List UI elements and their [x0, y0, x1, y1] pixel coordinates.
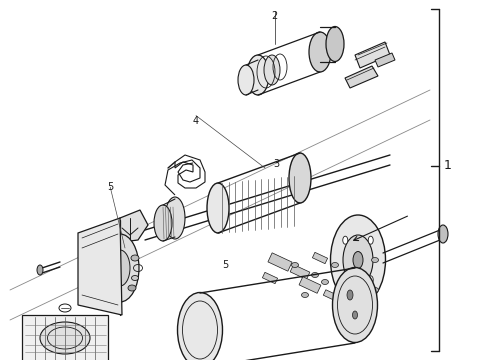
Bar: [262, 272, 278, 284]
Text: 5: 5: [107, 182, 113, 192]
Bar: [331, 261, 349, 275]
Ellipse shape: [292, 262, 298, 267]
Text: 3: 3: [274, 159, 280, 169]
Ellipse shape: [347, 290, 353, 300]
Polygon shape: [112, 210, 148, 242]
Bar: [268, 253, 292, 271]
Ellipse shape: [264, 55, 280, 85]
Ellipse shape: [80, 235, 120, 305]
Text: 4: 4: [193, 116, 199, 126]
Ellipse shape: [309, 32, 331, 72]
Bar: [313, 252, 328, 264]
Ellipse shape: [128, 285, 136, 291]
Ellipse shape: [343, 235, 373, 285]
Ellipse shape: [330, 215, 386, 305]
Ellipse shape: [343, 236, 348, 244]
Ellipse shape: [154, 205, 172, 241]
Ellipse shape: [165, 197, 185, 239]
Bar: [299, 277, 321, 293]
Ellipse shape: [40, 322, 90, 354]
Text: 2: 2: [271, 11, 277, 21]
Ellipse shape: [37, 265, 43, 275]
Ellipse shape: [131, 255, 139, 261]
Ellipse shape: [368, 276, 373, 284]
Ellipse shape: [342, 288, 348, 292]
Polygon shape: [345, 66, 378, 88]
Ellipse shape: [371, 288, 378, 292]
Ellipse shape: [333, 267, 377, 342]
Ellipse shape: [438, 225, 448, 243]
Ellipse shape: [351, 270, 359, 275]
Bar: [323, 290, 337, 300]
Ellipse shape: [207, 183, 229, 233]
Ellipse shape: [289, 153, 311, 203]
Ellipse shape: [101, 234, 139, 302]
Polygon shape: [78, 218, 122, 315]
Ellipse shape: [343, 276, 348, 284]
Ellipse shape: [326, 27, 344, 62]
Ellipse shape: [238, 65, 254, 95]
Polygon shape: [375, 53, 395, 67]
Text: 5: 5: [222, 260, 228, 270]
Ellipse shape: [110, 250, 130, 286]
Bar: [344, 276, 356, 284]
Polygon shape: [355, 42, 390, 68]
Ellipse shape: [352, 311, 358, 319]
Ellipse shape: [362, 278, 368, 283]
Ellipse shape: [84, 242, 116, 298]
Ellipse shape: [131, 275, 139, 280]
Ellipse shape: [371, 257, 378, 262]
Ellipse shape: [368, 236, 373, 244]
Ellipse shape: [357, 292, 364, 297]
Ellipse shape: [247, 55, 269, 95]
Ellipse shape: [177, 292, 222, 360]
Text: 1: 1: [443, 159, 451, 172]
Ellipse shape: [353, 252, 363, 269]
Ellipse shape: [312, 273, 318, 278]
Ellipse shape: [321, 279, 328, 284]
Ellipse shape: [301, 292, 309, 297]
Bar: [290, 265, 310, 279]
Polygon shape: [22, 315, 108, 360]
Ellipse shape: [332, 262, 339, 267]
